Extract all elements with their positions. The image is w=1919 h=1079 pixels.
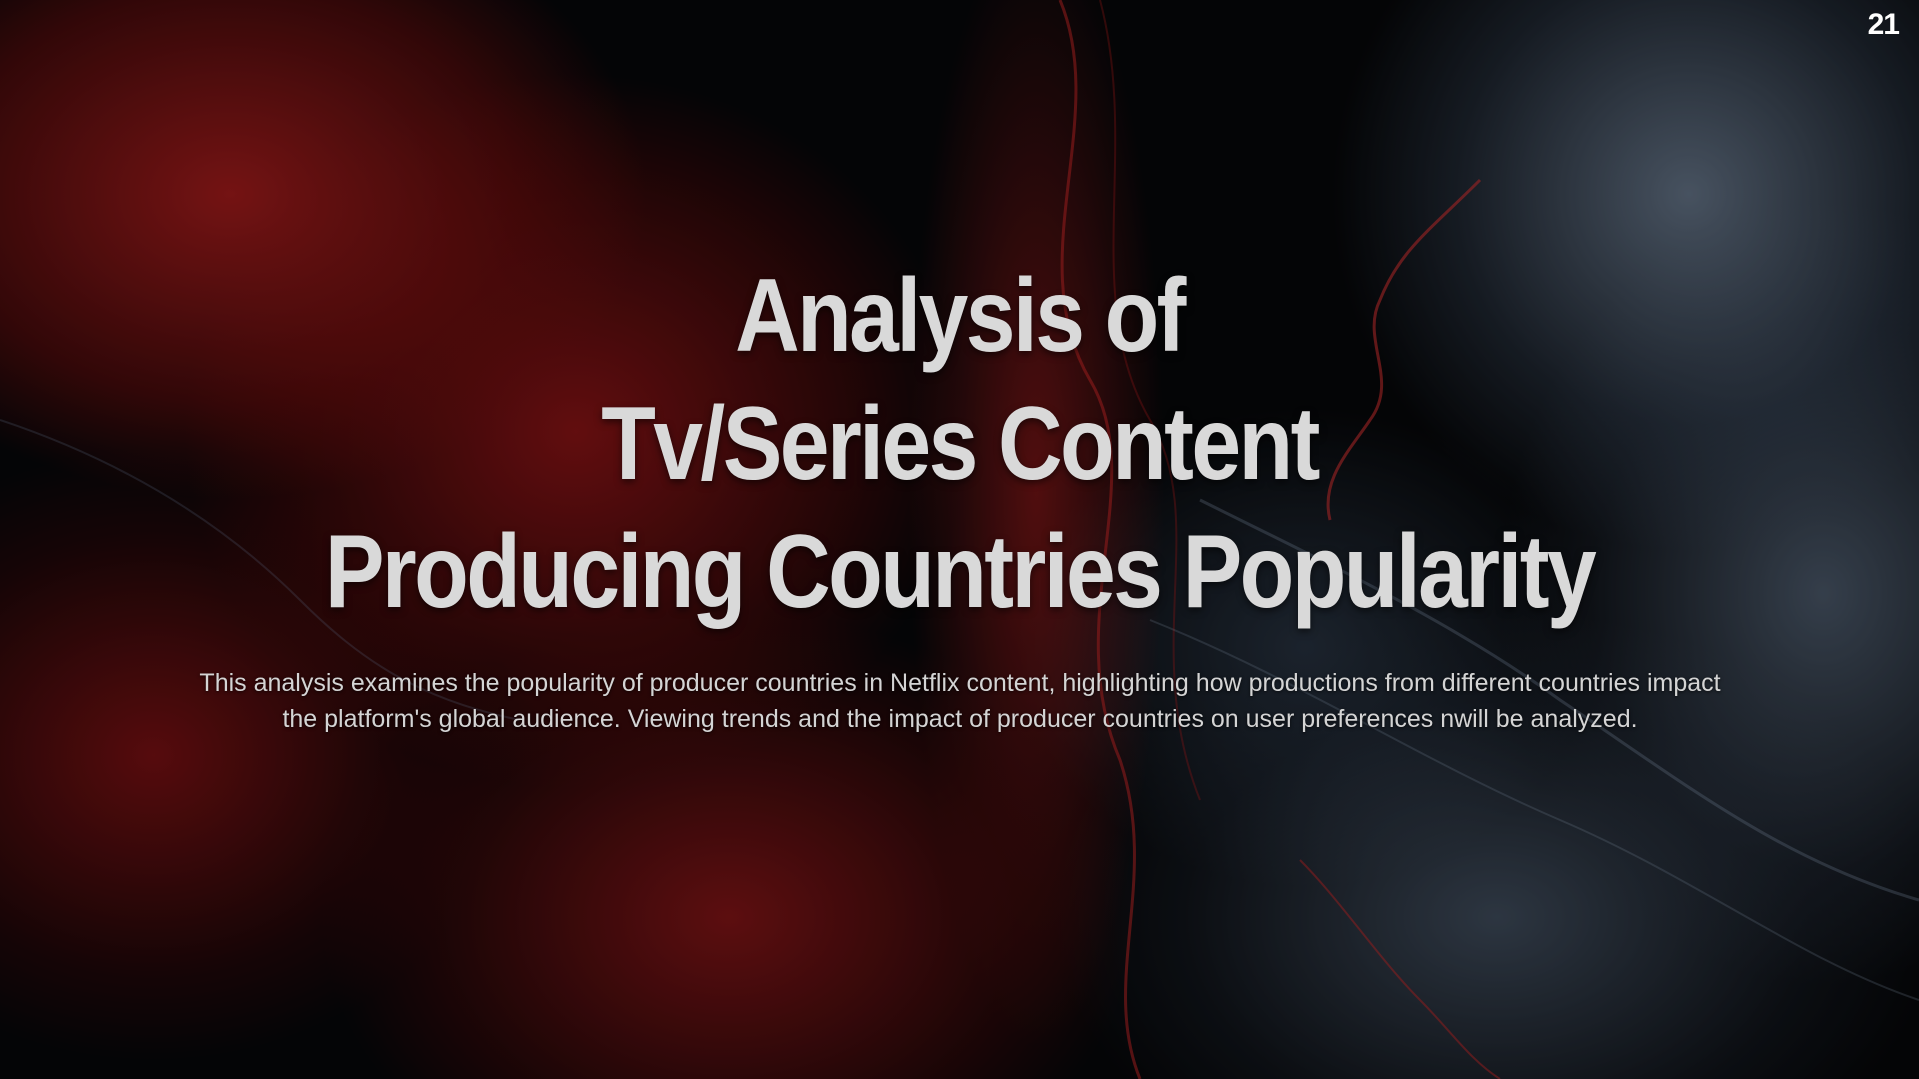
title-line-2: Tv/Series Content [601,386,1320,502]
slide-title: Analysis of Tv/Series Content Producing … [134,252,1784,636]
title-line-1: Analysis of [735,258,1186,374]
page-number: 21 [1867,8,1900,41]
slide-description: This analysis examines the popularity of… [199,669,1721,733]
title-line-3: Producing Countries Popularity [324,514,1597,630]
